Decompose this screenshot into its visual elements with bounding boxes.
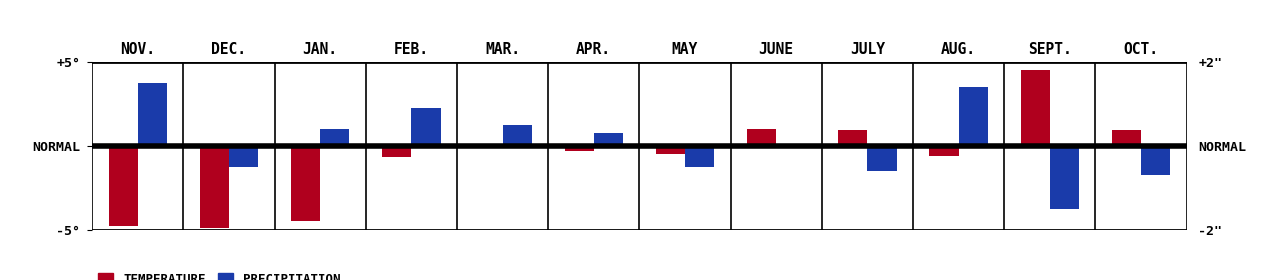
Bar xyxy=(1050,146,1079,209)
Bar xyxy=(320,129,349,146)
Bar xyxy=(838,130,868,146)
Bar xyxy=(929,146,959,156)
Bar xyxy=(655,146,685,154)
Bar xyxy=(109,146,138,226)
Bar xyxy=(1020,70,1050,146)
Bar xyxy=(200,146,229,228)
Bar xyxy=(291,146,320,221)
Bar xyxy=(594,133,623,146)
Bar xyxy=(229,146,259,167)
Bar xyxy=(138,83,166,146)
Bar xyxy=(383,146,411,157)
Bar xyxy=(1112,130,1140,146)
Bar xyxy=(564,146,594,151)
Legend: TEMPERATURE, PRECIPITATION: TEMPERATURE, PRECIPITATION xyxy=(99,273,340,280)
Bar xyxy=(503,125,531,146)
Bar xyxy=(1140,146,1170,175)
Bar xyxy=(868,146,896,171)
Bar xyxy=(748,129,776,146)
Bar xyxy=(959,87,988,146)
Bar xyxy=(685,146,714,167)
Bar xyxy=(411,108,440,146)
